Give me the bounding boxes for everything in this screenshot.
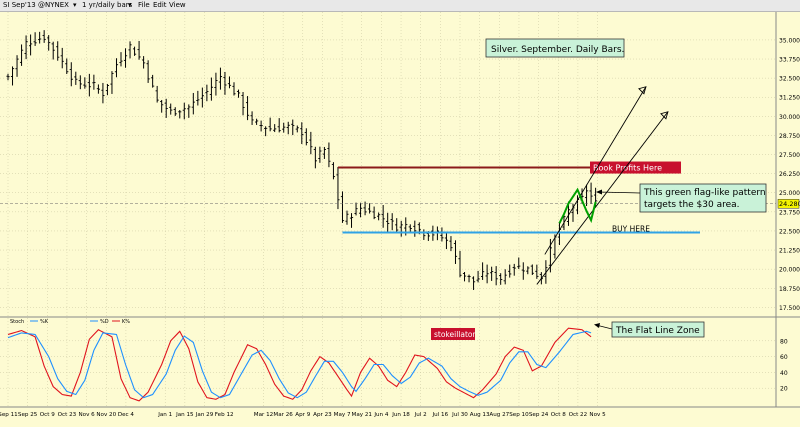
oscillator-name-tag bbox=[431, 328, 475, 340]
symbol-selector[interactable]: SI Sep'13 @NYNEX bbox=[3, 1, 69, 9]
date-tick-label: Aug 13 bbox=[470, 412, 490, 418]
date-tick-label: May 21 bbox=[352, 412, 373, 418]
price-tick-label: 31.250 bbox=[779, 95, 800, 102]
date-tick-label: Feb 12 bbox=[215, 412, 234, 418]
date-tick-label: Oct 8 bbox=[551, 412, 566, 418]
oscillator-panel bbox=[7, 327, 592, 402]
date-tick-label: Jul 16 bbox=[432, 412, 449, 418]
menu-file[interactable]: File bbox=[138, 1, 150, 9]
date-axis: Sep 11 Sep 25 Oct 9 Oct 23 Nov 6 Nov 20 Dec 4 J… bbox=[0, 412, 606, 418]
callout-arrowhead-icon bbox=[596, 189, 602, 195]
date-tick-label: Mar 26 bbox=[273, 412, 293, 418]
price-tick-label: 22.500 bbox=[779, 228, 800, 235]
legend-k: %K bbox=[40, 319, 49, 325]
date-tick-label: Jan 15 bbox=[175, 412, 194, 418]
oscillator-legend: Stoch %K %D K% bbox=[10, 319, 130, 325]
date-tick-label: Nov 20 bbox=[96, 412, 116, 418]
date-tick-label: Aug 27 bbox=[489, 412, 509, 418]
date-tick-label: Oct 23 bbox=[58, 412, 77, 418]
date-tick-label: Dec 4 bbox=[118, 412, 135, 418]
legend-stoch: Stoch bbox=[10, 319, 24, 325]
date-tick-label: Jul 2 bbox=[414, 412, 427, 418]
date-tick-label: Jan 29 bbox=[195, 412, 214, 418]
price-tick-label: 26.250 bbox=[779, 171, 800, 178]
date-tick-label: Jun 4 bbox=[373, 412, 389, 418]
price-tick-label: 18.750 bbox=[779, 286, 800, 293]
oscillator-tick-label: 40 bbox=[780, 370, 788, 377]
date-tick-label: Jul 30 bbox=[451, 412, 468, 418]
channel-lower-line bbox=[536, 111, 669, 285]
symbol-dropdown-icon[interactable]: ▾ bbox=[73, 1, 77, 9]
date-tick-label: May 7 bbox=[334, 412, 351, 418]
date-tick-label: Jun 18 bbox=[391, 412, 410, 418]
grid-lines bbox=[0, 12, 776, 407]
chart-title: Silver. September. Daily Bars. bbox=[491, 45, 624, 55]
channel-arrow-icon bbox=[660, 111, 669, 120]
channel-arrow-icon bbox=[638, 86, 647, 95]
date-tick-label: Oct 22 bbox=[569, 412, 588, 418]
price-tick-label: 17.500 bbox=[779, 305, 800, 312]
oscillator-line-d bbox=[7, 330, 592, 399]
date-tick-label: Sep 11 bbox=[0, 412, 18, 418]
menu-view[interactable]: View bbox=[169, 1, 186, 9]
flag-callout-box bbox=[639, 183, 767, 213]
book-profits-tag bbox=[590, 161, 681, 174]
flat-line-callout-box bbox=[611, 321, 705, 338]
price-tick-label: 28.750 bbox=[779, 133, 800, 140]
date-tick-label: Mar 12 bbox=[254, 412, 273, 418]
legend-kpct: K% bbox=[122, 319, 130, 325]
oscillator-tick-label: 80 bbox=[780, 338, 788, 345]
date-tick-label: Apr 9 bbox=[295, 412, 310, 418]
green-flag-pattern bbox=[558, 187, 597, 224]
date-tick-label: Jan 1 bbox=[157, 412, 172, 418]
interval-selector[interactable]: 1 yr/daily bars bbox=[82, 1, 133, 9]
price-tick-label: 27.500 bbox=[779, 152, 800, 159]
oscillator-tick-label: 60 bbox=[780, 354, 788, 361]
price-axis: 35.000 33.750 32.500 31.250 30.000 28.750 27.5… bbox=[779, 37, 800, 392]
date-tick-label: Apr 23 bbox=[313, 412, 332, 418]
date-tick-label: Sep 10 bbox=[509, 412, 529, 418]
buy-here-label: BUY HERE bbox=[612, 224, 650, 233]
price-tick-label: 25.000 bbox=[779, 190, 800, 197]
price-bars bbox=[6, 30, 598, 290]
price-tick-label: 32.500 bbox=[779, 76, 800, 83]
flag-callout-pointer bbox=[597, 191, 641, 194]
oscillator-tick-label: 20 bbox=[780, 386, 788, 393]
date-tick-label: Oct 9 bbox=[40, 412, 55, 418]
date-tick-label: Sep 25 bbox=[18, 412, 38, 418]
price-tick-label: 20.000 bbox=[779, 267, 800, 274]
date-tick-label: Nov 6 bbox=[78, 412, 95, 418]
menu-edit[interactable]: Edit bbox=[153, 1, 167, 9]
flat-line-callout-text: The Flat Line Zone bbox=[615, 326, 700, 336]
interval-dropdown-icon[interactable]: ▾ bbox=[128, 1, 132, 9]
price-tick-label: 33.750 bbox=[779, 57, 800, 64]
callout-arrowhead-icon bbox=[594, 323, 600, 328]
chart-title-box bbox=[485, 38, 625, 58]
price-tick-label: 21.250 bbox=[779, 248, 800, 255]
date-tick-label: Sep 24 bbox=[529, 412, 549, 418]
window-titlebar: SI Sep'13 @NYNEX ▾ 1 yr/daily bars ▾ Fil… bbox=[0, 0, 800, 12]
price-tick-label: 23.750 bbox=[779, 209, 800, 216]
flag-callout-text: This green flag-like pattern targets the… bbox=[643, 188, 769, 210]
channel-upper-line bbox=[544, 86, 647, 255]
oscillator-name: stokeillator bbox=[434, 330, 477, 339]
date-tick-label: Nov 5 bbox=[589, 412, 606, 418]
last-price-label: 24.280 bbox=[779, 200, 800, 208]
last-price-badge bbox=[777, 198, 800, 209]
price-tick-label: 30.000 bbox=[779, 114, 800, 121]
chart-canvas: 35.000 33.750 32.500 31.250 30.000 28.750 27.5… bbox=[0, 12, 800, 427]
legend-d: %D bbox=[100, 319, 109, 325]
price-tick-label: 35.000 bbox=[779, 37, 800, 44]
book-profits-label: Book Profits Here bbox=[593, 164, 662, 173]
